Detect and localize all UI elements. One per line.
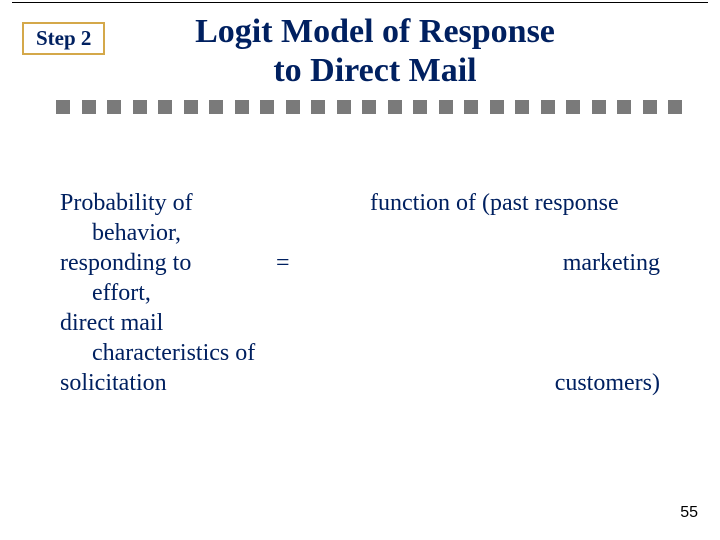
decorative-dot: [56, 100, 70, 114]
decorative-dot: [668, 100, 682, 114]
decorative-dot: [464, 100, 478, 114]
decorative-dot: [209, 100, 223, 114]
text-hang: effort,: [92, 280, 151, 308]
text-hang: characteristics of: [92, 340, 255, 368]
body-line-1: Probability of function of (past respons…: [60, 190, 660, 220]
text-left: solicitation: [60, 370, 167, 398]
decorative-dot: [490, 100, 504, 114]
body-text: Probability of function of (past respons…: [60, 190, 660, 480]
decorative-dot: [311, 100, 325, 114]
decorative-dot: [362, 100, 376, 114]
body-line-2: behavior,: [60, 220, 660, 250]
decorative-dot: [286, 100, 300, 114]
text-right: customers): [555, 370, 660, 398]
decorative-dot: [413, 100, 427, 114]
decorative-dot: [388, 100, 402, 114]
text-left: responding to: [60, 250, 191, 278]
decorative-dot: [107, 100, 121, 114]
body-line-7: solicitation customers): [60, 370, 660, 400]
text-left: direct mail: [60, 310, 163, 338]
decorative-dot: [133, 100, 147, 114]
body-line-4: effort,: [60, 280, 660, 310]
text-right: function of (past response: [370, 190, 619, 218]
equals-sign: =: [276, 250, 290, 278]
decorative-dot: [643, 100, 657, 114]
decorative-dot: [592, 100, 606, 114]
decorative-dot: [566, 100, 580, 114]
page-number: 55: [680, 504, 698, 522]
text-right: marketing: [563, 250, 660, 278]
decorative-dot: [82, 100, 96, 114]
decorative-dot: [158, 100, 172, 114]
body-line-5: direct mail: [60, 310, 660, 340]
decorative-dot: [184, 100, 198, 114]
body-line-6: characteristics of: [60, 340, 660, 370]
text-hang: behavior,: [92, 220, 181, 248]
decorative-dot: [235, 100, 249, 114]
body-line-3: responding to = marketing: [60, 250, 660, 280]
title-line-1: Logit Model of Response: [30, 12, 720, 51]
text-left: Probability of: [60, 190, 193, 218]
decorative-dot: [541, 100, 555, 114]
slide-title: Logit Model of Response to Direct Mail: [0, 12, 720, 90]
decorative-dot: [439, 100, 453, 114]
decorative-dot: [337, 100, 351, 114]
decorative-dot: [617, 100, 631, 114]
title-line-2: to Direct Mail: [30, 51, 720, 90]
top-rule: [12, 2, 708, 3]
decorative-dot: [515, 100, 529, 114]
decorative-dot: [260, 100, 274, 114]
decorative-dots-row: [56, 100, 682, 114]
